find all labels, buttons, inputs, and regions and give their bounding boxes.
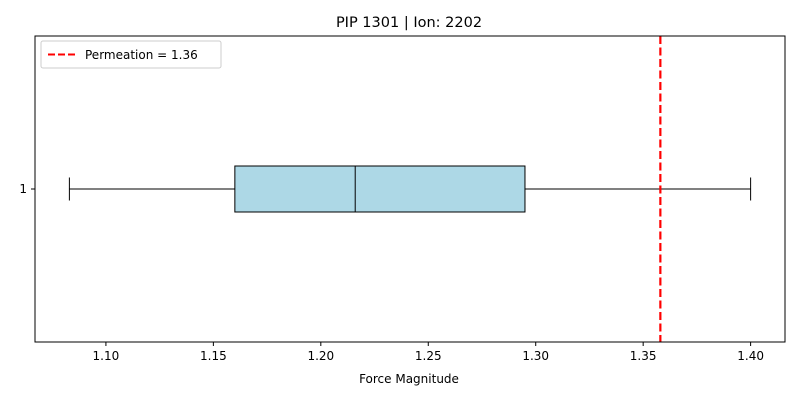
legend: Permeation = 1.36 <box>40 40 222 69</box>
x-tick-label: 1.35 <box>630 349 657 363</box>
x-tick-label: 1.30 <box>522 349 549 363</box>
legend-frame <box>40 40 222 69</box>
x-axis-label: Force Magnitude <box>359 372 459 386</box>
x-tick-label: 1.10 <box>93 349 120 363</box>
x-tick-label: 1.25 <box>415 349 442 363</box>
x-tick-label: 1.40 <box>737 349 764 363</box>
box-iqr <box>234 165 526 213</box>
chart-title: PIP 1301 | Ion: 2202 <box>336 15 482 31</box>
legend-label: Permeation = 1.36 <box>85 48 198 62</box>
x-tick-label: 1.15 <box>200 349 227 363</box>
y-tick-label: 1 <box>19 182 27 196</box>
x-tick-label: 1.20 <box>307 349 334 363</box>
